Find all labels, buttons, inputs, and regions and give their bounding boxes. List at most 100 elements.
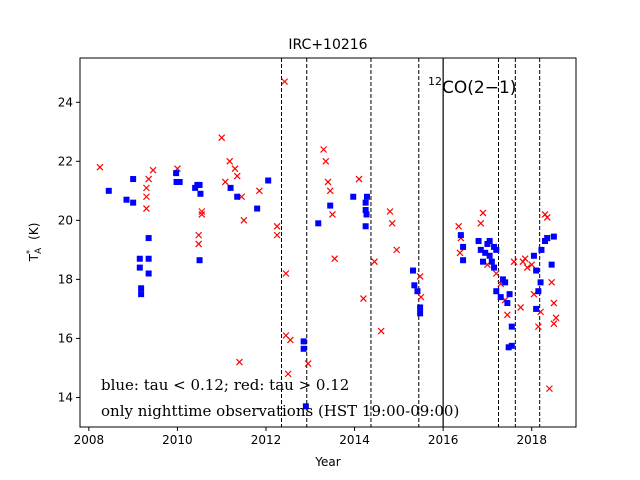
data-point-red	[273, 231, 281, 239]
x-tick-label: 2016	[428, 433, 459, 447]
cross-stroke	[226, 157, 234, 165]
data-point-red	[528, 261, 536, 269]
cross-stroke	[304, 360, 312, 367]
cross-stroke	[417, 293, 425, 301]
cross-stroke	[331, 255, 339, 263]
cross-stroke	[255, 187, 263, 195]
data-point-blue	[130, 199, 137, 206]
data-point-red	[386, 208, 394, 215]
data-point-blue	[197, 190, 204, 197]
data-point-red	[543, 213, 551, 221]
cross-stroke	[143, 205, 150, 212]
data-point-red	[255, 187, 263, 195]
data-point-red	[143, 205, 150, 212]
cross-stroke	[456, 249, 464, 257]
data-point-blue	[196, 181, 203, 188]
cross-stroke	[550, 299, 558, 307]
data-point-blue	[544, 235, 551, 242]
cross-stroke	[233, 172, 241, 180]
cross-stroke	[523, 264, 531, 272]
data-point-blue	[234, 193, 241, 200]
data-point-red	[231, 165, 239, 173]
cross-stroke	[477, 219, 485, 227]
data-point-red	[455, 222, 463, 230]
data-point-red	[198, 208, 206, 215]
data-point-red	[286, 336, 294, 344]
cross-stroke	[282, 332, 290, 339]
data-point-blue	[457, 232, 464, 239]
x-tick-label: 2010	[162, 433, 193, 447]
svg-text:T*A(K): T*A (K)	[25, 223, 44, 263]
data-point-blue	[502, 279, 509, 286]
data-point-red	[233, 172, 241, 180]
data-point-red	[552, 314, 560, 322]
data-point-blue	[300, 345, 307, 352]
data-point-blue	[493, 246, 500, 253]
x-tick-label: 2012	[251, 433, 282, 447]
data-point-red	[96, 163, 104, 171]
plot-frame	[79, 57, 577, 428]
annotation-night-obs: only nighttime observations (HST 19:00-0…	[101, 402, 459, 420]
data-point-red	[145, 175, 153, 183]
cross-stroke	[273, 222, 281, 230]
data-point-red	[221, 178, 229, 186]
data-point-red	[273, 222, 281, 230]
data-point-red	[331, 255, 339, 263]
data-point-blue	[327, 202, 334, 209]
cross-stroke	[393, 246, 401, 254]
y-tick-label: 16	[58, 331, 73, 345]
data-point-red	[521, 255, 529, 263]
data-point-blue	[417, 310, 424, 317]
cross-stroke	[281, 78, 289, 86]
y-axis-label-sup: *	[25, 250, 34, 254]
y-tick-label: 18	[58, 272, 73, 286]
data-point-red	[546, 385, 553, 393]
data-point-blue	[227, 184, 234, 191]
cross-stroke	[550, 320, 558, 328]
data-point-blue	[480, 258, 486, 265]
species-name: CO(2−1)	[442, 78, 516, 98]
cross-stroke	[455, 222, 463, 230]
data-point-red	[503, 311, 511, 319]
x-tick-label: 2014	[339, 433, 370, 447]
data-point-blue	[265, 177, 272, 184]
cross-stroke	[355, 175, 363, 183]
data-point-blue	[488, 258, 495, 265]
data-point-blue	[505, 344, 512, 351]
cross-stroke	[149, 166, 157, 174]
data-point-blue	[493, 288, 500, 295]
data-point-red	[417, 293, 425, 301]
data-point-blue	[302, 403, 309, 410]
cross-stroke	[286, 336, 294, 344]
y-tick-label: 14	[58, 390, 73, 404]
cross-stroke	[320, 146, 327, 153]
cross-stroke	[510, 258, 518, 266]
data-point-red	[523, 264, 531, 272]
data-point-blue	[482, 249, 489, 256]
cross-stroke	[143, 184, 150, 192]
data-point-red	[550, 299, 558, 307]
data-point-blue	[497, 294, 504, 301]
data-point-blue	[196, 257, 203, 264]
cross-stroke	[240, 216, 248, 224]
cross-stroke	[548, 278, 556, 286]
data-point-blue	[254, 205, 261, 212]
cross-stroke	[231, 165, 239, 173]
data-point-blue	[538, 246, 545, 253]
cross-stroke	[416, 273, 424, 280]
cross-stroke	[543, 213, 551, 221]
data-point-blue	[173, 178, 180, 185]
data-point-red	[477, 219, 485, 227]
data-point-red	[492, 270, 500, 277]
data-point-blue	[491, 264, 498, 271]
data-point-red	[324, 178, 332, 186]
cross-stroke	[479, 209, 487, 217]
data-point-red	[388, 219, 396, 227]
data-point-blue	[508, 323, 515, 330]
chart-title: IRC+10216	[288, 37, 367, 53]
data-point-blue	[123, 196, 130, 203]
data-point-blue	[145, 235, 152, 242]
data-point-blue	[475, 238, 482, 245]
cross-stroke	[492, 270, 500, 277]
y-axis-label: T*A (K)	[25, 223, 44, 263]
